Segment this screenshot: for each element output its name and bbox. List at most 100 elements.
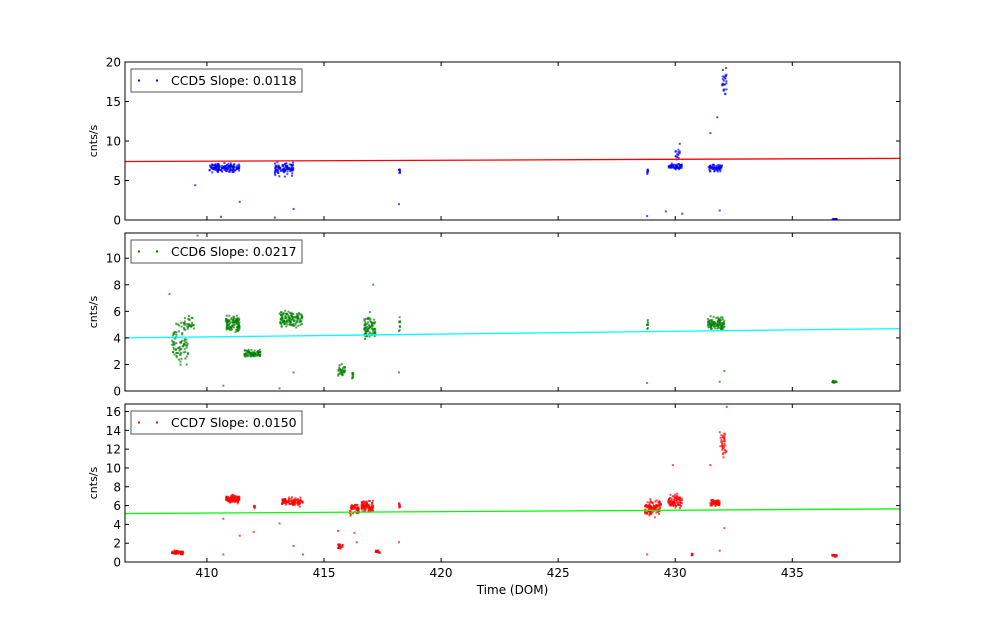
data-point: [283, 501, 286, 504]
data-point: [367, 324, 370, 327]
data-point: [301, 500, 304, 503]
data-point: [290, 174, 293, 177]
data-point: [183, 338, 186, 341]
data-point: [280, 502, 283, 505]
legend: CCD5 Slope: 0.0118: [130, 68, 303, 93]
data-point: [646, 320, 649, 323]
data-point: [259, 351, 262, 354]
data-point: [219, 168, 222, 171]
data-point: [286, 313, 289, 316]
data-point: [233, 322, 236, 325]
data-point: [228, 170, 231, 173]
panel-3: 410 415 420 425 430 435 0 2 4 6 8 10 12 14 16 cnts/s CCD…: [87, 403, 901, 597]
data-point: [646, 319, 649, 322]
data-point: [282, 321, 285, 324]
data-point: [178, 349, 181, 352]
data-point: [214, 164, 217, 167]
data-point: [288, 498, 291, 501]
data-point: [280, 325, 283, 328]
data-point: [720, 440, 723, 443]
data-point: [282, 313, 285, 316]
data-point: [218, 166, 221, 169]
data-point: [171, 339, 174, 342]
data-point: [673, 163, 676, 166]
data-point: [646, 171, 649, 174]
data-point: [352, 507, 355, 510]
data-point: [246, 353, 249, 356]
data-point: [711, 167, 714, 170]
data-point: [372, 504, 375, 507]
data-point: [372, 330, 375, 333]
data-point: [398, 504, 401, 507]
data-point: [179, 360, 182, 363]
data-point: [716, 316, 719, 319]
data-point: [243, 354, 246, 357]
data-point: [649, 510, 652, 513]
data-point: [186, 325, 189, 328]
data-point: [288, 319, 291, 322]
data-point: [228, 325, 231, 328]
data-point: [721, 442, 724, 445]
data-point: [355, 503, 358, 506]
data-point: [648, 501, 651, 504]
data-point: [292, 161, 295, 164]
data-point: [230, 494, 233, 497]
data-point: [236, 317, 239, 320]
data-point: [342, 369, 345, 372]
data-point: [720, 439, 723, 442]
data-point: [678, 152, 681, 155]
data-point: [369, 509, 372, 512]
data-point: [213, 168, 216, 171]
data-point: [707, 320, 710, 323]
data-point: [211, 163, 214, 166]
data-point: [667, 502, 670, 505]
data-point: [673, 501, 676, 504]
data-point: [365, 317, 368, 320]
data-point: [398, 321, 401, 324]
data-point: [711, 319, 714, 322]
data-point: [658, 510, 661, 513]
data-point: [650, 501, 653, 504]
y-tick-label: 2: [113, 358, 121, 372]
data-point: [373, 335, 376, 338]
data-point: [364, 331, 367, 334]
data-point: [234, 168, 237, 171]
data-point: [339, 546, 342, 549]
data-point: [724, 66, 727, 69]
data-point: [676, 153, 679, 156]
plot-frame: [124, 403, 901, 563]
data-point: [831, 553, 834, 556]
data-point: [656, 510, 659, 513]
data-point: [668, 503, 671, 506]
data-point: [290, 163, 293, 166]
data-point: [280, 319, 283, 322]
data-point: [707, 324, 710, 327]
data-point: [280, 311, 283, 314]
panel-2: 0 2 4 6 8 10 cnts/s CCD6 Slope: 0.0217: [87, 232, 901, 399]
data-point: [363, 329, 366, 332]
data-point: [652, 506, 655, 509]
data-point: [648, 503, 651, 506]
data-point: [295, 313, 298, 316]
data-point: [679, 498, 682, 501]
points-group: [125, 234, 900, 390]
data-point: [721, 75, 724, 78]
data-point: [179, 552, 182, 555]
data-point: [180, 357, 183, 360]
data-point: [374, 321, 377, 324]
data-point: [289, 314, 292, 317]
data-point: [236, 330, 239, 333]
data-point: [235, 328, 238, 331]
data-point: [709, 170, 712, 173]
data-point: [248, 351, 251, 354]
x-tick-label: 415: [313, 566, 336, 580]
data-point: [351, 512, 354, 515]
data-point: [655, 504, 658, 507]
data-point: [238, 163, 241, 166]
data-point: [718, 209, 721, 212]
data-point: [713, 170, 716, 173]
data-point: [348, 511, 351, 514]
data-point: [707, 318, 710, 321]
data-point: [253, 507, 256, 510]
data-point: [717, 502, 720, 505]
